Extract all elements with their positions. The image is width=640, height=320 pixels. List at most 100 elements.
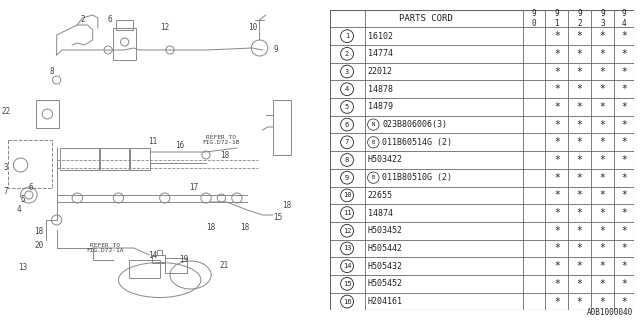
Text: 5: 5 [20, 196, 25, 204]
Text: *: * [554, 226, 560, 236]
Text: *: * [577, 31, 582, 41]
Text: *: * [554, 84, 560, 94]
Text: *: * [577, 261, 582, 271]
Text: PARTS CORD: PARTS CORD [399, 14, 453, 23]
Text: 16: 16 [175, 140, 185, 149]
Text: *: * [577, 67, 582, 76]
Text: 18: 18 [220, 150, 229, 159]
Text: *: * [554, 244, 560, 253]
Text: *: * [577, 84, 582, 94]
Text: *: * [600, 31, 605, 41]
Text: *: * [600, 137, 605, 147]
Text: *: * [621, 244, 627, 253]
Text: 22012: 22012 [367, 67, 392, 76]
Bar [165, 258, 188, 273]
Bar [273, 100, 291, 155]
Text: 14774: 14774 [367, 49, 392, 58]
Text: *: * [600, 84, 605, 94]
Text: *: * [554, 67, 560, 76]
Text: 14: 14 [148, 251, 157, 260]
Text: 17: 17 [189, 183, 198, 193]
Text: 8: 8 [49, 68, 54, 76]
Text: *: * [621, 102, 627, 112]
Text: *: * [600, 226, 605, 236]
Text: 18: 18 [282, 201, 291, 210]
Text: 16102: 16102 [367, 32, 392, 41]
Text: 9: 9 [345, 175, 349, 181]
Text: 9
4: 9 4 [621, 9, 626, 28]
Text: *: * [577, 155, 582, 165]
Text: *: * [577, 49, 582, 59]
Text: H505452: H505452 [367, 279, 403, 288]
Text: *: * [554, 31, 560, 41]
Text: 3: 3 [4, 164, 8, 172]
Text: *: * [577, 120, 582, 130]
Text: *: * [554, 297, 560, 307]
Text: 15: 15 [273, 213, 283, 222]
Text: 10: 10 [343, 192, 351, 198]
Text: *: * [577, 279, 582, 289]
Text: *: * [554, 279, 560, 289]
Text: *: * [621, 208, 627, 218]
Text: *: * [621, 120, 627, 130]
Bar [152, 255, 165, 263]
Bar [113, 28, 136, 60]
Text: 12: 12 [343, 228, 351, 234]
Text: 14878: 14878 [367, 85, 392, 94]
Text: 9
3: 9 3 [600, 9, 605, 28]
Text: *: * [600, 173, 605, 183]
Text: B: B [372, 175, 375, 180]
Text: 12: 12 [160, 23, 170, 33]
Text: *: * [621, 155, 627, 165]
Text: *: * [554, 155, 560, 165]
Text: *: * [577, 137, 582, 147]
Text: *: * [621, 67, 627, 76]
Text: *: * [554, 190, 560, 200]
Text: A0B1000040: A0B1000040 [588, 308, 634, 317]
Bar [36, 100, 59, 128]
Text: 10: 10 [248, 23, 257, 33]
Text: *: * [621, 137, 627, 147]
Text: *: * [577, 244, 582, 253]
Text: H503422: H503422 [367, 156, 403, 164]
Text: 18: 18 [241, 223, 250, 233]
Text: 2: 2 [80, 15, 84, 25]
Text: 011B80510G (2): 011B80510G (2) [382, 173, 452, 182]
Bar [116, 20, 133, 30]
Bar [60, 148, 99, 170]
Text: 9: 9 [274, 45, 278, 54]
Text: *: * [600, 155, 605, 165]
Text: *: * [600, 244, 605, 253]
Text: *: * [554, 208, 560, 218]
Text: H503452: H503452 [367, 226, 403, 235]
Text: 11: 11 [343, 210, 351, 216]
Text: *: * [577, 297, 582, 307]
Text: 19: 19 [179, 255, 188, 265]
Text: *: * [600, 279, 605, 289]
Text: *: * [621, 31, 627, 41]
Text: *: * [577, 173, 582, 183]
Text: 6: 6 [108, 15, 113, 25]
Text: 14874: 14874 [367, 209, 392, 218]
Bar [129, 260, 159, 278]
Text: 7: 7 [4, 188, 8, 196]
Text: *: * [621, 190, 627, 200]
Bar [100, 148, 129, 170]
Text: 21: 21 [220, 260, 229, 269]
Text: *: * [621, 49, 627, 59]
Text: 20: 20 [35, 242, 44, 251]
Text: B: B [372, 140, 375, 145]
Text: H204161: H204161 [367, 297, 403, 306]
Text: *: * [600, 102, 605, 112]
Text: H505432: H505432 [367, 262, 403, 271]
Text: 5: 5 [345, 104, 349, 110]
Text: 4: 4 [16, 205, 21, 214]
Text: *: * [600, 208, 605, 218]
Text: 22: 22 [1, 108, 11, 116]
Text: 14: 14 [343, 263, 351, 269]
Text: REFER TO
FIG.D72-1B: REFER TO FIG.D72-1B [203, 135, 240, 145]
Text: N: N [372, 122, 375, 127]
Text: 2: 2 [345, 51, 349, 57]
Text: 9
2: 9 2 [577, 9, 582, 28]
Text: 3: 3 [345, 68, 349, 75]
